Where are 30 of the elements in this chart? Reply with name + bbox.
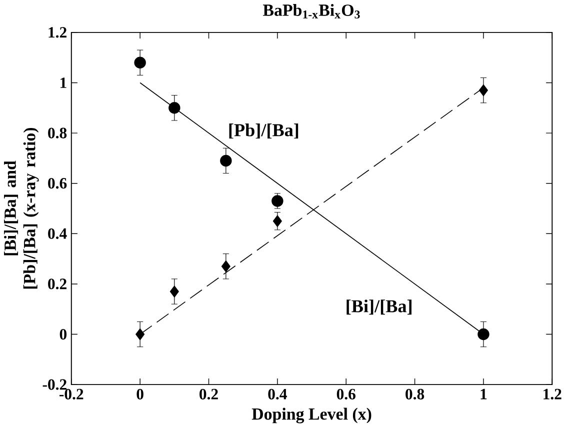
x-tick-label: 0.2 — [200, 388, 218, 400]
point — [134, 56, 146, 68]
annotation: [Bi]/[Ba] — [346, 299, 412, 314]
point — [170, 285, 179, 298]
x-tick-label: 1 — [480, 388, 487, 400]
y-tick-label: 0.4 — [48, 228, 67, 239]
y-tick-label: 0.8 — [48, 128, 67, 138]
point — [136, 328, 145, 340]
point — [220, 154, 232, 166]
point — [168, 102, 180, 114]
annotation: [Pb]/[Ba] — [229, 123, 298, 138]
x-tick-label: 0.4 — [268, 388, 287, 400]
point — [272, 215, 282, 227]
y-axis-title: [Bi]/[Ba] and [Pb]/[Ba] (x-ray ratio) — [4, 128, 39, 288]
x-tick-label: 0.8 — [406, 388, 424, 400]
y-tick-label: 0.6 — [48, 178, 67, 189]
point — [478, 84, 488, 96]
point — [221, 260, 230, 272]
point — [478, 328, 490, 340]
y-tick-label: 1.2 — [48, 26, 66, 38]
chart-title: BaPb$_{1-x}$Bi$_{x}$O$_{3}$ — [262, 4, 360, 18]
y-tick-label: 0 — [60, 328, 67, 340]
point — [272, 194, 284, 207]
x-axis-title: Doping Level (x) — [252, 408, 372, 424]
x-tick-label: 0 — [136, 388, 144, 400]
x-tick-label: 0.6 — [336, 388, 356, 400]
x-tick-label: 1.2 — [544, 388, 562, 400]
y-tick-label: 0.2 — [48, 278, 66, 290]
y-tick-label: -0.2 — [42, 379, 66, 390]
y-tick-label: 1 — [60, 77, 66, 88]
